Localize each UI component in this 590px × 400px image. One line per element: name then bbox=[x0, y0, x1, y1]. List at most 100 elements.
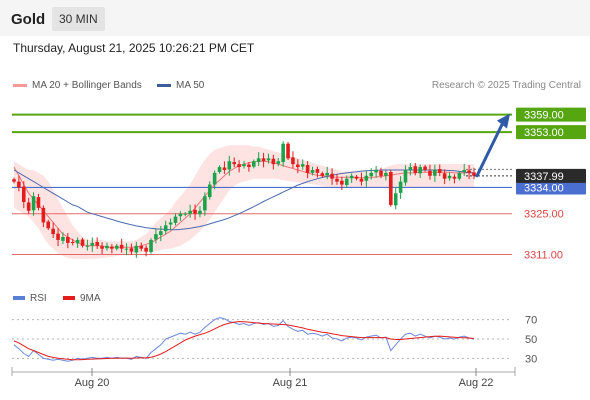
candle-bear bbox=[335, 178, 339, 182]
candle-bear bbox=[12, 179, 16, 182]
candle-bull bbox=[114, 245, 119, 249]
candle-bear bbox=[17, 181, 21, 188]
level-tag-3311.00: 3311.00 bbox=[524, 250, 563, 262]
candle-bear bbox=[413, 166, 418, 173]
candle-bear bbox=[291, 157, 295, 165]
legend-rsi-ma: 9MA bbox=[63, 293, 101, 304]
candle-bull bbox=[403, 169, 408, 183]
candle-bear bbox=[379, 170, 383, 176]
candle-bull bbox=[124, 248, 129, 250]
candle-bull bbox=[256, 158, 261, 163]
timeframe-badge[interactable]: 30 MIN bbox=[52, 7, 105, 31]
candle-bull bbox=[85, 245, 90, 247]
legend-rsi: RSI bbox=[13, 293, 47, 304]
legend-rsi-label: RSI bbox=[30, 293, 47, 304]
candle-bull bbox=[325, 172, 329, 176]
candle-bull bbox=[183, 213, 188, 215]
timestamp: Thursday, August 21, 2025 10:26:21 PM CE… bbox=[13, 41, 255, 55]
legend-ma50-label: MA 50 bbox=[176, 80, 205, 91]
candle-bear bbox=[271, 158, 276, 165]
candle-bull bbox=[462, 169, 467, 173]
legend-swatch-ma50 bbox=[157, 83, 171, 87]
candle-bear bbox=[286, 143, 290, 159]
candle-bull bbox=[433, 169, 437, 176]
x-tick-Aug 22: Aug 22 bbox=[459, 377, 494, 389]
candle-bear bbox=[472, 172, 476, 176]
candle-bull bbox=[369, 172, 374, 177]
ma50-line bbox=[13, 169, 475, 231]
candle-bull bbox=[159, 231, 163, 235]
rsi-ma-line bbox=[13, 321, 475, 361]
candle-bear bbox=[389, 172, 393, 205]
bollinger-band-area bbox=[14, 145, 474, 259]
level-tag-3334.00-box bbox=[516, 180, 586, 195]
candle-bear bbox=[139, 245, 144, 249]
candle-bear bbox=[423, 166, 427, 170]
candle-bull bbox=[418, 167, 422, 174]
legend-swatch-bollinger bbox=[13, 83, 27, 87]
candle-bear bbox=[119, 244, 124, 249]
level-tag-3353.00-box bbox=[516, 125, 586, 140]
candle-bear bbox=[247, 164, 251, 168]
legend-bollinger: MA 20 + Bollinger Bands bbox=[13, 80, 142, 91]
header-bar: Gold 30 MIN bbox=[0, 0, 590, 36]
candle-bull bbox=[178, 213, 183, 217]
x-tick-Aug 20: Aug 20 bbox=[75, 377, 110, 389]
candle-bull bbox=[173, 216, 178, 223]
last-price-tag-box bbox=[516, 168, 586, 183]
candle-bear bbox=[110, 246, 114, 249]
candle-bear bbox=[51, 228, 55, 235]
candle-bull bbox=[198, 210, 202, 215]
candle-bull bbox=[61, 237, 65, 241]
candle-bear bbox=[95, 241, 99, 246]
level-tag-3325.00: 3325.00 bbox=[524, 209, 564, 221]
candle-bull bbox=[217, 167, 222, 173]
candle-bull bbox=[251, 161, 256, 167]
instrument-title: Gold bbox=[11, 11, 46, 28]
rsi-tick-50: 50 bbox=[525, 334, 537, 346]
level-tag-3359.00-box bbox=[516, 107, 586, 122]
candle-bull bbox=[154, 234, 158, 240]
candle-bear bbox=[80, 239, 85, 246]
candle-bull bbox=[188, 210, 192, 214]
candle-bear bbox=[237, 164, 241, 168]
candle-bear bbox=[232, 162, 237, 165]
candle-bear bbox=[70, 241, 75, 243]
candle-bear bbox=[26, 202, 31, 211]
candle-bull bbox=[105, 245, 109, 249]
candle-bull bbox=[281, 143, 285, 163]
legend-ma50: MA 50 bbox=[157, 80, 204, 91]
candle-bull bbox=[393, 193, 398, 206]
candle-bear bbox=[66, 237, 70, 243]
candle-bear bbox=[359, 178, 364, 182]
candle-bull bbox=[447, 175, 452, 179]
candle-bull bbox=[374, 169, 378, 173]
candle-bull bbox=[408, 167, 413, 170]
rsi-line bbox=[13, 317, 475, 362]
level-tag-3334.00-label: 3334.00 bbox=[524, 182, 564, 194]
candle-bull bbox=[134, 245, 139, 253]
candle-bear bbox=[315, 169, 320, 173]
candle-bull bbox=[207, 184, 212, 198]
candle-bear bbox=[467, 170, 471, 173]
forecast-arrow-shaft bbox=[475, 123, 504, 178]
legend-rsi-ma-label: 9MA bbox=[80, 293, 101, 304]
candle-bear bbox=[100, 246, 104, 249]
candle-bear bbox=[296, 164, 300, 168]
candle-bull bbox=[364, 175, 369, 181]
candle-bull bbox=[266, 158, 271, 161]
candle-bear bbox=[144, 247, 148, 252]
candle-bear bbox=[222, 167, 227, 170]
x-tick-Aug 21: Aug 21 bbox=[273, 377, 308, 389]
level-tag-3353.00-label: 3353.00 bbox=[524, 127, 564, 139]
candle-bear bbox=[56, 233, 60, 240]
candle-bull bbox=[344, 178, 349, 185]
candle-bear bbox=[452, 176, 457, 179]
candle-bear bbox=[330, 173, 334, 179]
candle-bull bbox=[384, 172, 388, 176]
candle-bull bbox=[212, 172, 217, 185]
candle-bull bbox=[203, 196, 207, 211]
candle-bear bbox=[354, 176, 359, 179]
